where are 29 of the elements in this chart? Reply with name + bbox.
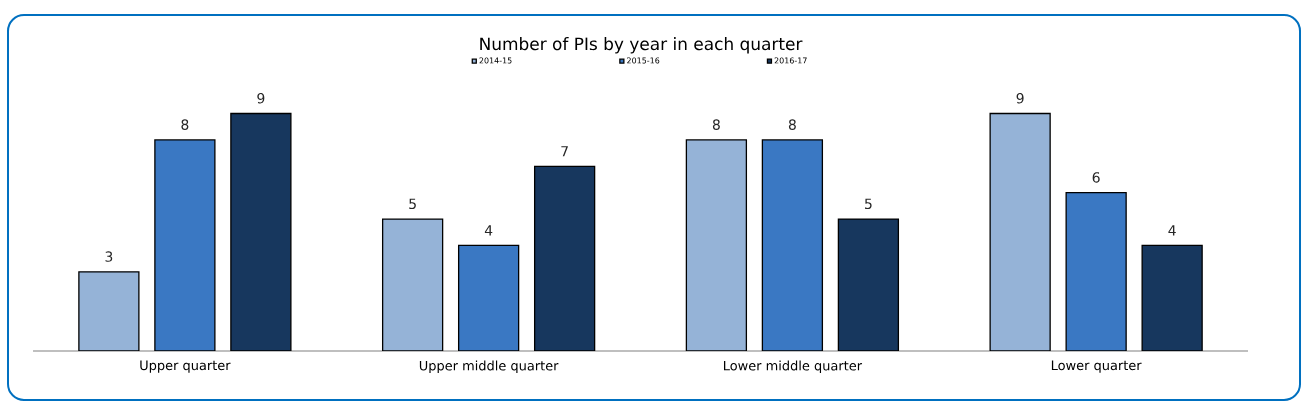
data-label: 9 (257, 92, 265, 104)
bar (457, 244, 520, 351)
data-label: 8 (788, 119, 796, 130)
bar (1141, 244, 1203, 351)
data-label: 4 (1168, 225, 1176, 236)
bar (837, 218, 900, 351)
bar (761, 139, 824, 351)
data-label: 9 (1016, 92, 1024, 104)
x-tick-label: Lower quarter (1051, 360, 1142, 373)
x-tick-label: Lower middle quarter (723, 360, 863, 374)
chart-title: Number of PIs by year in each quarter (480, 37, 803, 54)
bar (230, 112, 292, 351)
data-label: 5 (865, 198, 872, 210)
x-tick-label: Upper quarter (140, 360, 231, 373)
data-label: 5 (409, 198, 416, 210)
x-tick-label: Upper middle quarter (419, 360, 559, 374)
data-label: 8 (712, 119, 720, 130)
data-label: 6 (1092, 172, 1100, 183)
bar (533, 165, 596, 351)
bar (78, 271, 140, 351)
bar (989, 112, 1051, 351)
data-label: 8 (181, 119, 189, 130)
bar (381, 218, 444, 351)
data-label: 4 (484, 225, 493, 236)
bar (154, 139, 216, 351)
data-label: 7 (561, 146, 568, 157)
data-label: 3 (105, 251, 113, 262)
bar (1065, 192, 1127, 351)
bar (685, 139, 748, 351)
